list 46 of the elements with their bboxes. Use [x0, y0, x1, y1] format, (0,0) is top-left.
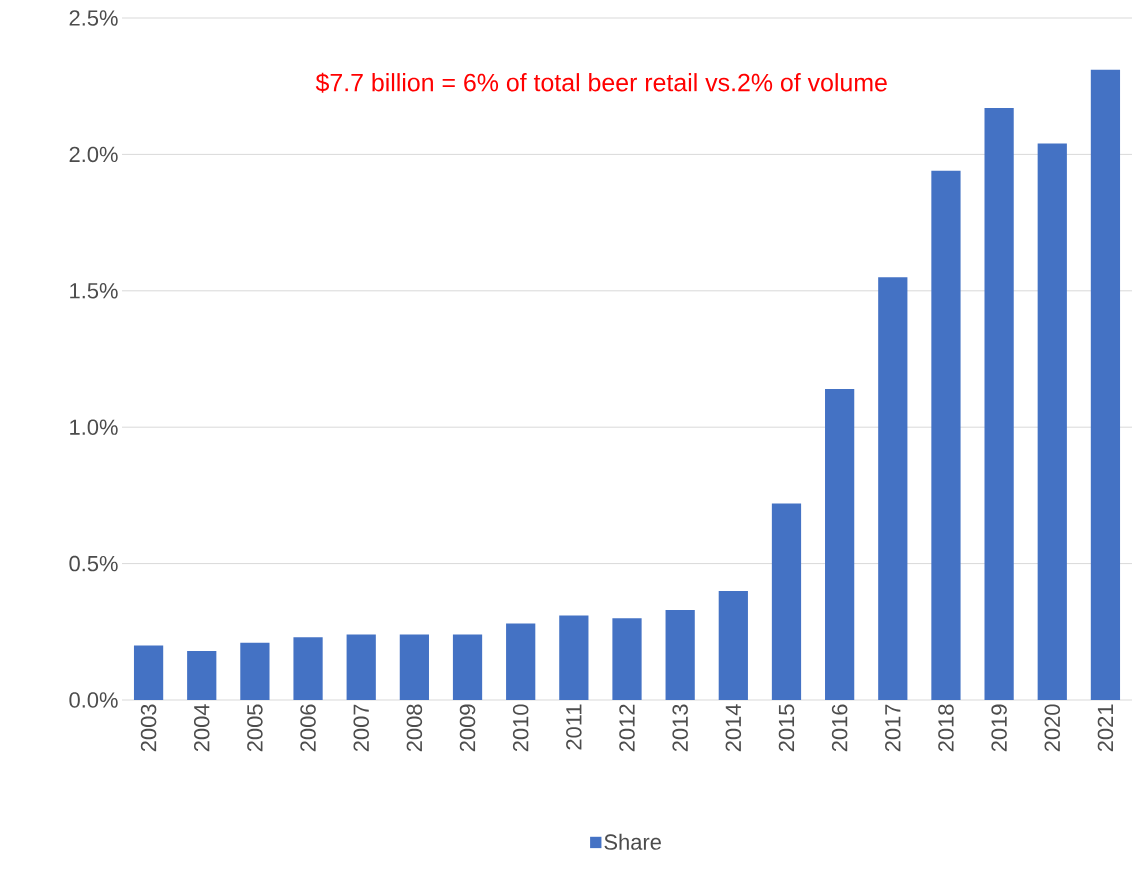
bar [399, 634, 429, 700]
bar [878, 277, 908, 700]
x-tick-label: 2019 [991, 704, 1007, 752]
y-tick-label: 0.5% [69, 555, 118, 572]
bar [293, 637, 323, 700]
bar [452, 634, 483, 700]
x-tick-label: 2005 [247, 704, 263, 752]
bar [1090, 69, 1121, 700]
bar [346, 634, 376, 700]
bar [771, 503, 802, 700]
x-tick-label: 2008 [406, 704, 423, 752]
x-tick-label: 2003 [140, 704, 157, 752]
x-tick-label: 2015 [778, 704, 795, 752]
bar [559, 615, 589, 700]
annotation: $7.7 billion = 6% of total beer retail vs.2% of volume [315, 72, 887, 93]
bar [718, 590, 748, 700]
x-tick-label: 2012 [619, 704, 635, 752]
x-tick-label: 2007 [353, 704, 369, 752]
y-tick-label: 0.0% [69, 692, 118, 708]
y-tick-label: 1.0% [70, 419, 118, 435]
x-tick-label: 2010 [512, 704, 529, 752]
x-tick-label: 2011 [566, 704, 582, 750]
bar [612, 618, 642, 700]
bar [133, 645, 164, 700]
y-tick-label: 2.0% [69, 146, 118, 163]
x-tick-label: 2021 [1097, 704, 1114, 752]
x-tick-label: 2014 [725, 704, 742, 752]
bar [506, 623, 536, 700]
bar [187, 650, 217, 700]
x-tick-label: 2006 [300, 704, 316, 752]
bar [240, 642, 270, 700]
y-tick-label: 1.5% [70, 283, 118, 299]
y-tick-label: 2.5% [69, 10, 118, 26]
bar [1037, 143, 1067, 700]
x-tick-label: 2009 [459, 704, 476, 752]
legend-label: Share [604, 833, 661, 850]
bar [984, 108, 1014, 700]
x-tick-label: 2017 [885, 704, 901, 752]
bar [931, 170, 961, 700]
x-tick-label: 2020 [1044, 704, 1061, 752]
x-tick-label: 2013 [672, 704, 688, 752]
x-tick-label: 2016 [831, 704, 848, 752]
x-tick-label: 2018 [938, 704, 954, 752]
bar [665, 609, 695, 700]
bar [825, 389, 855, 700]
x-tick-label: 2004 [193, 704, 210, 752]
